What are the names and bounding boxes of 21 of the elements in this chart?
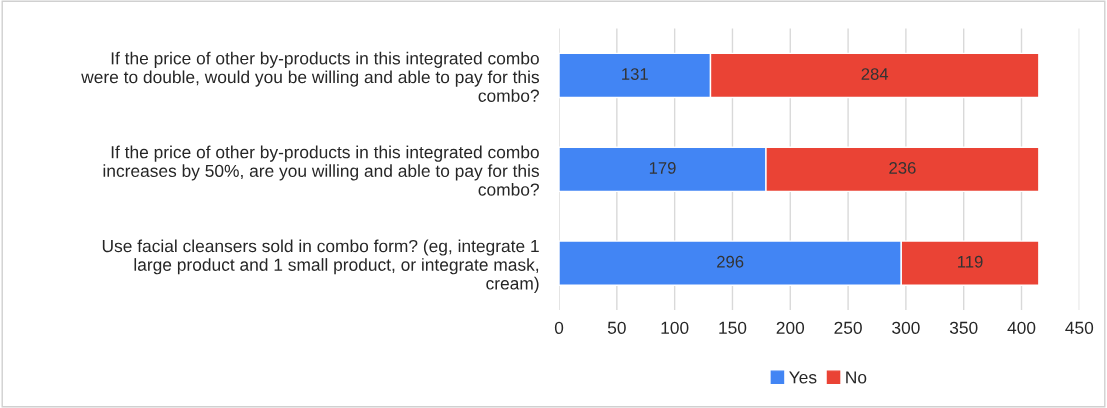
x-tick-label: 300 <box>892 321 920 334</box>
x-tick-label: 0 <box>554 321 564 334</box>
data-label: 179 <box>649 161 676 174</box>
x-tick-label: 250 <box>834 321 862 334</box>
x-tick-label: 450 <box>1065 321 1094 334</box>
y-tick-label: If the price of other by-products in this integrated combo were to double, would you be willing and able to pay for this combo? <box>81 51 539 102</box>
y-tick-label: If the price of other by-products in this integrated combo increases by 50%, are you willing and able to pay for this combo? <box>103 145 539 196</box>
x-tick-label: 350 <box>949 321 978 334</box>
x-tick-label: 100 <box>661 321 689 334</box>
data-label: 296 <box>717 255 744 268</box>
x-tick-label: 200 <box>776 321 805 334</box>
x-tick-label: 50 <box>607 321 626 334</box>
legend-label: Yes <box>789 371 817 384</box>
x-tick-label: 150 <box>719 321 747 334</box>
legend-label: No <box>846 371 867 384</box>
data-label: 284 <box>861 68 889 80</box>
x-tick-label: 400 <box>1007 321 1036 334</box>
y-tick-label: Use facial cleansers sold in combo form? (eg, integrate 1 large product and 1 small product, or integrate mask, cream) <box>102 239 539 293</box>
data-label: 119 <box>958 255 983 268</box>
data-label: 236 <box>889 161 916 174</box>
data-label: 131 <box>622 68 648 80</box>
